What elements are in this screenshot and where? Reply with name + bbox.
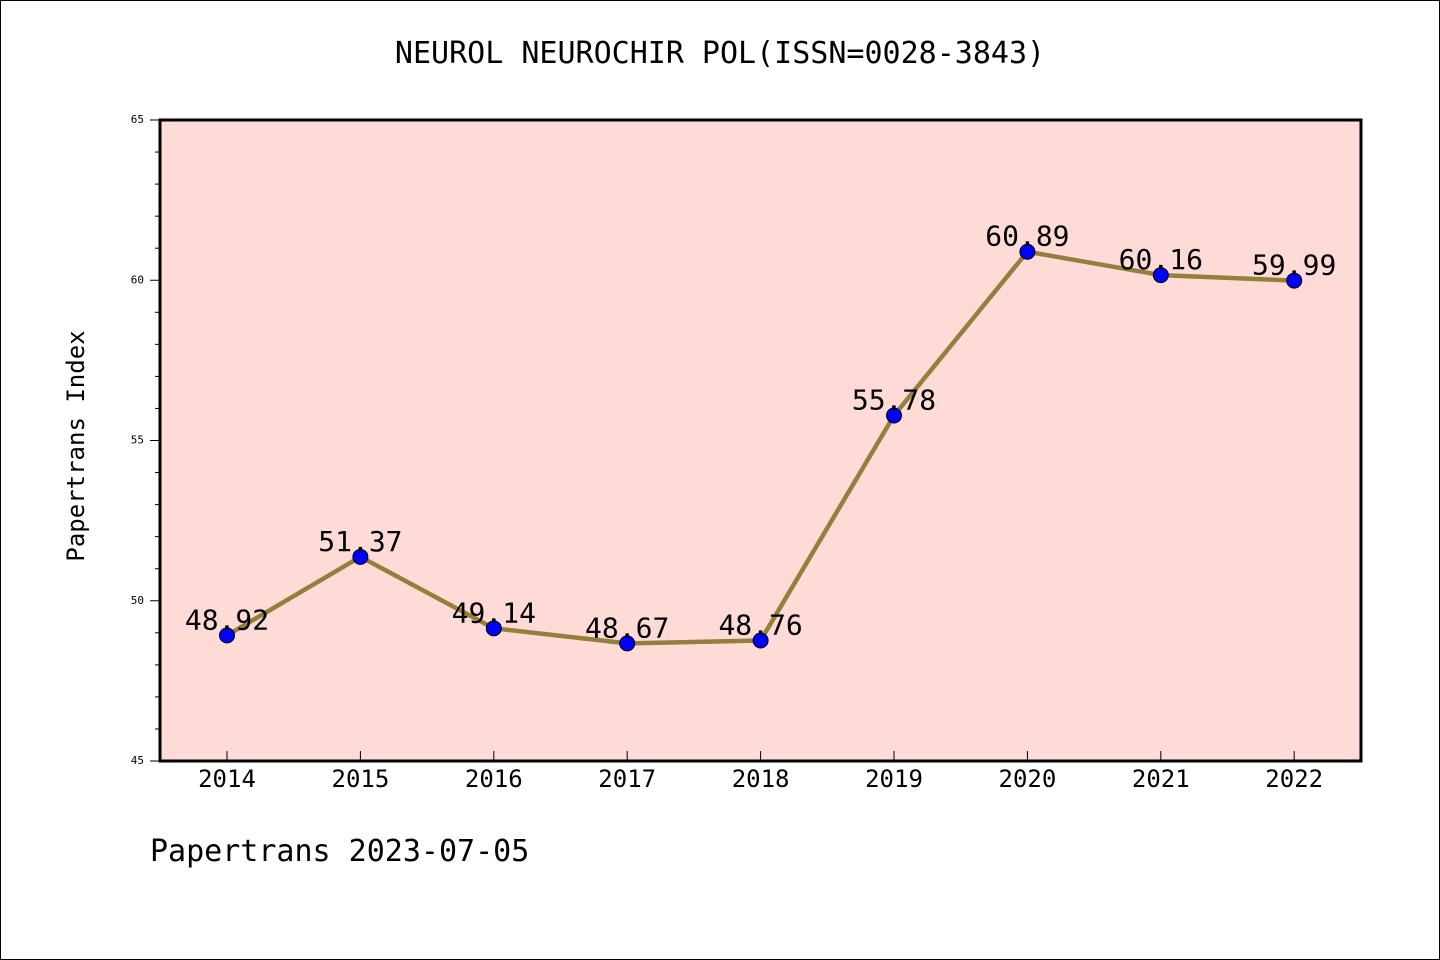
data-point-marker [1152,267,1169,284]
data-point-marker [485,620,502,637]
x-tick-label: 2019 [865,765,923,793]
x-tick-label: 2022 [1265,765,1323,793]
x-tick-label: 2016 [465,765,523,793]
x-axis: 2014 2015 2016 2017 2018 2019 2020 2021 2022 [198,751,1323,793]
data-point-label: 51.37 [318,525,402,558]
data-point-label: 49.14 [452,596,536,629]
data-point-marker [352,548,369,565]
data-markers [219,243,1303,652]
data-point-label: 48.67 [585,611,669,644]
y-tick-label: 55 [131,434,144,447]
data-point-marker [219,627,235,644]
data-point-marker [1019,243,1036,260]
data-point-label: 48.76 [718,608,802,641]
footer-date-label: Papertrans 2023-07-05 [150,834,530,869]
data-point-label: 48.92 [185,603,269,636]
chart-title: NEUROL NEUROCHIR POL(ISSN=0028-3843) [394,36,1046,71]
data-point-label: 60.16 [1119,243,1203,276]
data-point-marker [752,632,769,649]
x-tick-label: 2020 [999,765,1057,793]
data-point-label: 59.99 [1252,249,1336,282]
y-tick-label: 50 [131,594,144,607]
y-tick-label: 45 [131,754,144,767]
plot-border [158,118,1363,763]
x-tick-label: 2021 [1132,765,1190,793]
data-point-marker [619,635,636,652]
data-point-marker [1286,272,1303,289]
plot-area [160,120,1361,761]
x-tick-label: 2015 [332,765,390,793]
data-point-label: 55.78 [852,384,936,417]
x-tick-label: 2017 [598,765,656,793]
data-point-marker [886,407,902,424]
x-tick-label: 2018 [732,765,790,793]
y-axis: 45 50 55 60 65 [131,113,160,767]
y-tick-label: 65 [131,113,144,126]
y-tick-label: 60 [131,273,144,286]
data-labels: 48.92 51.37 49.14 48.67 48.76 55.78 60.89 60.16… [185,220,1336,645]
data-point-label: 60.89 [985,220,1069,253]
x-tick-label: 2014 [198,765,256,793]
